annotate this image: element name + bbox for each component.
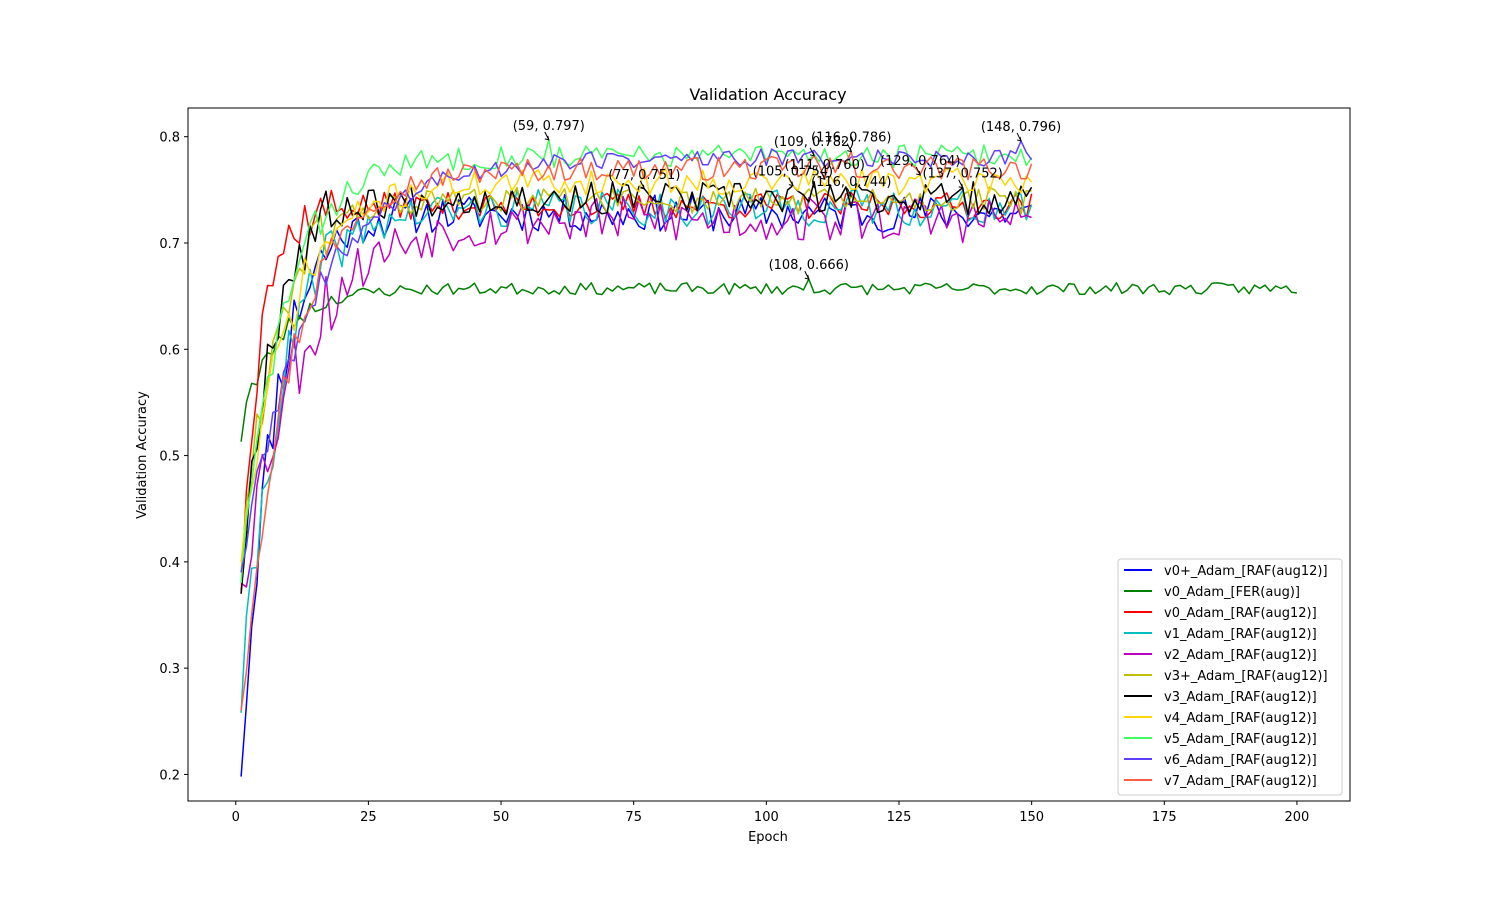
x-tick-label: 0	[232, 810, 240, 825]
legend-label: v6_Adam_[RAF(aug12)]	[1164, 753, 1317, 768]
annotation-arrow-head	[640, 184, 645, 190]
annotation-label: (59, 0.797)	[513, 119, 585, 134]
annotation-label: (148, 0.796)	[981, 120, 1061, 135]
y-axis: 0.2 0.3 0.4 0.5 0.6 0.7 0.8	[159, 131, 188, 783]
annotation-label: (109, 0.782)	[774, 135, 854, 150]
series-line-10	[240, 150, 1033, 711]
x-tick-label: 25	[360, 810, 377, 825]
annotations: (59, 0.797) (109, 0.782)(116, 0.786) (148,…	[513, 119, 1061, 280]
annotation-arrow-head	[916, 170, 921, 176]
y-tick-label: 0.4	[159, 556, 180, 571]
series-line-3	[240, 188, 1033, 713]
annotation-arrow-head	[820, 175, 826, 180]
series-line-9	[240, 140, 1033, 573]
annotation-label: (108, 0.666)	[769, 258, 849, 273]
y-axis-label: Validation Accuracy	[135, 391, 150, 519]
x-tick-label: 200	[1285, 810, 1310, 825]
legend: v0+_Adam_[RAF(aug12)] v0_Adam_[FER(aug)]v…	[1117, 558, 1343, 796]
annotation-arrow-head	[1016, 136, 1022, 142]
x-tick-label: 75	[625, 810, 642, 825]
annotation-arrow-head	[544, 135, 550, 141]
annotation-label: (129, 0.764)	[880, 154, 960, 169]
y-tick-label: 0.5	[159, 450, 180, 465]
legend-label: v4_Adam_[RAF(aug12)]	[1164, 711, 1317, 726]
x-tick-label: 100	[754, 810, 779, 825]
series-line-8	[240, 139, 1033, 584]
legend-label: v0+_Adam_[RAF(aug12)]	[1164, 564, 1328, 579]
x-axis-label: Epoch	[748, 830, 788, 845]
annotation-arrow-head	[809, 151, 815, 157]
x-tick-label: 175	[1152, 810, 1177, 825]
y-tick-label: 0.7	[159, 237, 180, 252]
annotation-arrow-head	[847, 147, 852, 153]
legend-label: v0_Adam_[RAF(aug12)]	[1164, 606, 1317, 621]
x-tick-label: 125	[887, 810, 912, 825]
annotation-label: (116, 0.744)	[811, 175, 891, 190]
annotation-label: (105, 0.754)	[753, 165, 833, 180]
series-line-0	[240, 193, 1032, 777]
annotation-label: (111, 0.760)	[784, 158, 864, 173]
series-line-7	[240, 167, 1033, 562]
legend-label: v7_Adam_[RAF(aug12)]	[1164, 774, 1317, 789]
series-line-1	[240, 278, 1298, 442]
legend-label: v5_Adam_[RAF(aug12)]	[1164, 732, 1317, 747]
legend-label: v1_Adam_[RAF(aug12)]	[1164, 627, 1317, 642]
x-tick-label: 150	[1019, 810, 1044, 825]
x-tick-label: 50	[493, 810, 510, 825]
annotation-arrow-head	[958, 183, 964, 189]
series-line-4	[240, 195, 1032, 588]
y-tick-label: 0.3	[159, 662, 180, 677]
legend-label: v2_Adam_[RAF(aug12)]	[1164, 648, 1317, 663]
chart-title: Validation Accuracy	[689, 85, 846, 104]
annotation-arrow-head	[847, 192, 852, 197]
annotation-label: (116, 0.786)	[811, 131, 891, 146]
x-axis: 0 25 50 75 100 125 150 175 200	[232, 801, 1310, 825]
legend-label: v0_Adam_[FER(aug)]	[1164, 585, 1300, 600]
y-tick-label: 0.6	[159, 343, 180, 358]
legend-box	[1117, 558, 1343, 796]
legend-label: v3+_Adam_[RAF(aug12)]	[1164, 669, 1328, 684]
series-lines	[240, 139, 1298, 777]
annotation-label: (77, 0.751)	[608, 168, 680, 183]
y-tick-label: 0.2	[159, 768, 180, 783]
annotation-arrow-head	[788, 181, 794, 187]
series-line-6	[240, 180, 1033, 594]
y-tick-label: 0.8	[159, 131, 180, 146]
plot-frame	[187, 107, 1351, 802]
annotation-arrow-head	[804, 275, 810, 280]
annotation-label: (137, 0.752)	[922, 167, 1002, 182]
legend-label: v3_Adam_[RAF(aug12)]	[1164, 690, 1317, 705]
